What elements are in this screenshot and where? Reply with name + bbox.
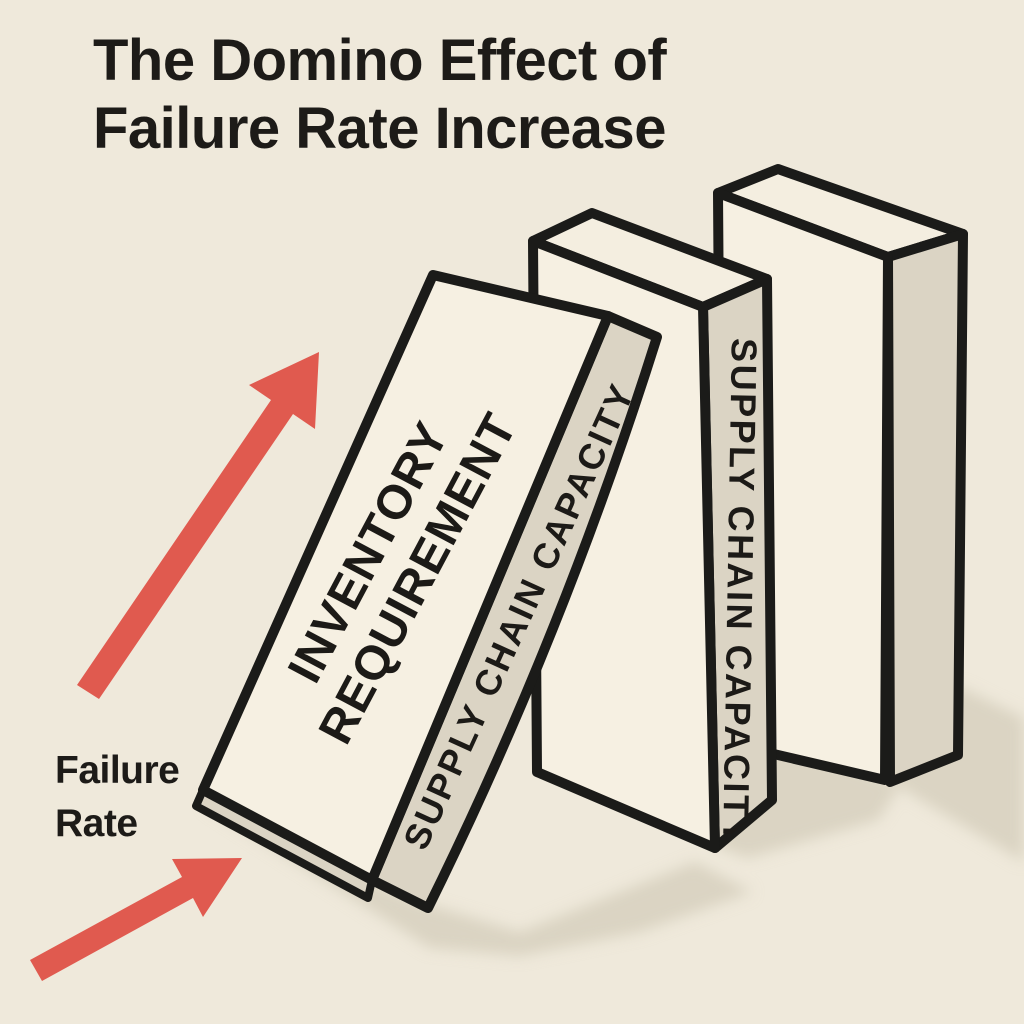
- page-title: The Domino Effect of Failure Rate Increa…: [93, 28, 668, 161]
- failure-rate-arrows: [30, 352, 319, 981]
- failure-rate-label: Failure Rate: [55, 749, 180, 845]
- title-line2: Failure Rate Increase: [93, 96, 666, 161]
- failure-rate-label-line1: Failure: [55, 749, 179, 792]
- domino-middle-edge-label: SUPPLY CHAIN CAPACITY: [715, 338, 765, 847]
- failure-rate-label-line2: Rate: [55, 802, 138, 845]
- title-line1: The Domino Effect of: [93, 28, 667, 93]
- domino-back-side-face: [883, 229, 968, 787]
- large-up-right-arrow-icon: [77, 352, 319, 699]
- back-domino-shadow: [890, 686, 1024, 862]
- domino-falling-side-face: [367, 311, 662, 913]
- small-up-right-arrow-icon: [30, 858, 242, 981]
- domino-falling-front-face: [198, 270, 613, 885]
- falling-domino-shadow: [205, 795, 752, 956]
